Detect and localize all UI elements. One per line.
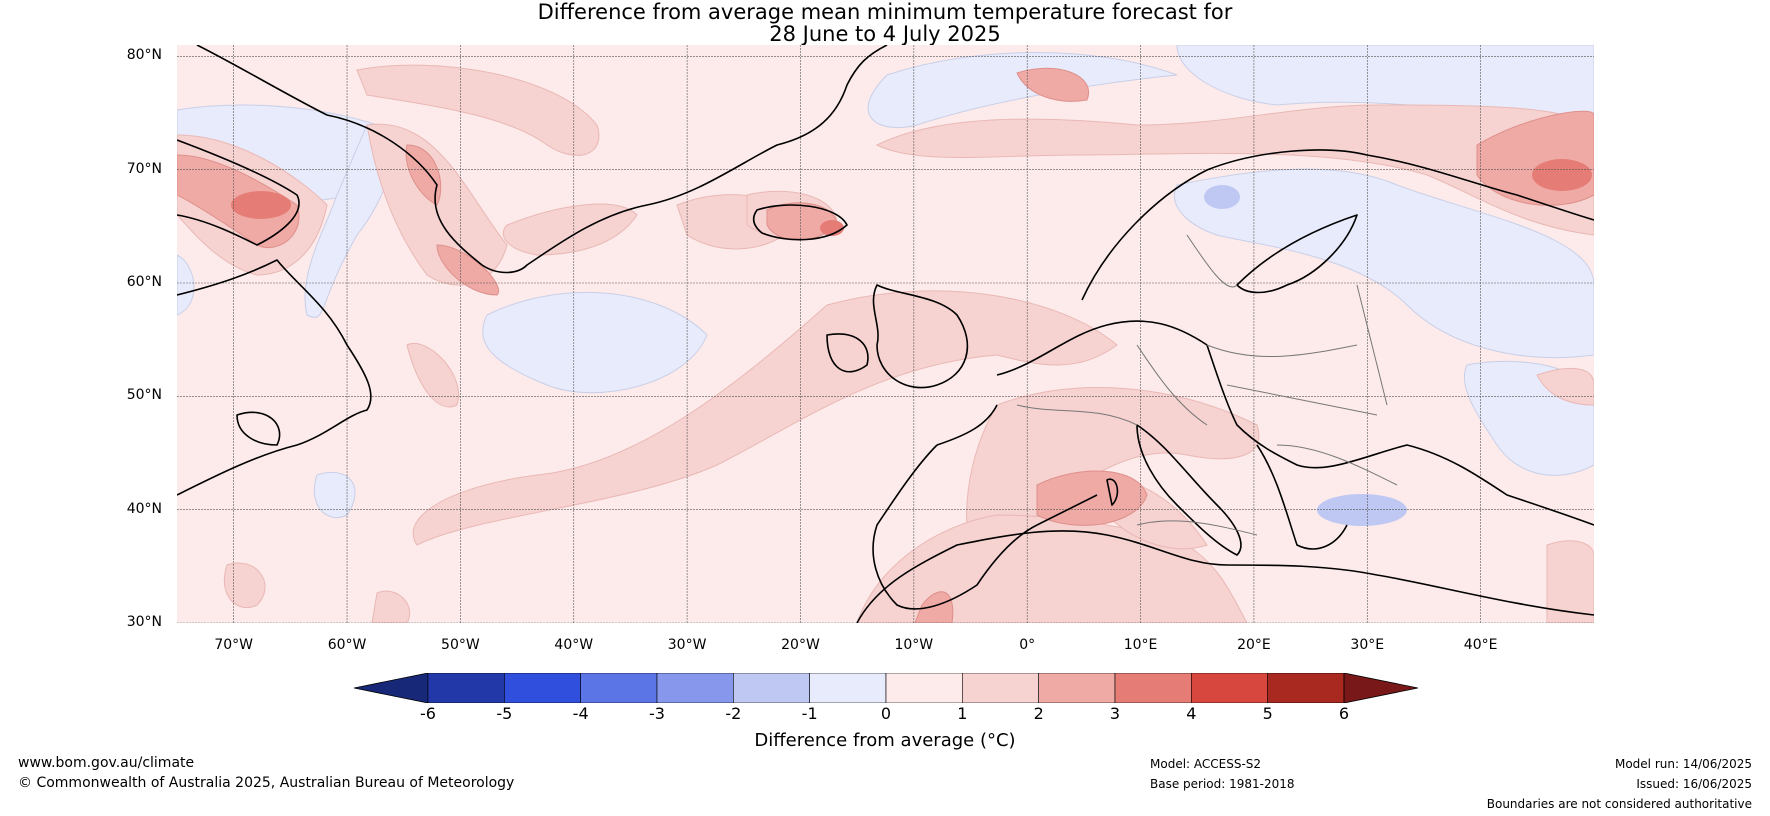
colorbar-segment [1038, 673, 1116, 703]
longitude-label: 20°E [1237, 637, 1271, 653]
colorbar-segment [1267, 673, 1345, 703]
footer-model-run: Model run: 14/06/2025 [1614, 757, 1752, 771]
latitude-label: 70°N [126, 160, 162, 177]
colorbar-segment [656, 673, 734, 703]
warm-anomaly-strongest [231, 159, 1592, 236]
footer-disclaimer: Boundaries are not considered authoritat… [1486, 797, 1752, 811]
longitude-label: 10°E [1123, 637, 1158, 653]
country-borders [1016, 234, 1398, 536]
colorbar-segment [1191, 673, 1268, 703]
colorbar-segment [427, 673, 505, 703]
latitude-label: 60°N [126, 274, 162, 290]
colorbar-segment [809, 673, 887, 703]
longitude-label: 60°W [327, 637, 367, 653]
longitude-label: 30°E [1350, 637, 1385, 653]
latitude-label: 30°N [126, 614, 162, 630]
longitude-label: 70°W [214, 637, 253, 653]
map-title-line-1: Difference from average mean minimum tem… [537, 0, 1233, 24]
colorbar-tick-label: -2 [725, 704, 742, 723]
colorbar-tick-label: 0 [880, 704, 892, 723]
map-canvas [177, 45, 1594, 623]
colorbar [354, 673, 1418, 703]
coastlines [177, 45, 1594, 623]
colorbar-segment [962, 673, 1039, 703]
longitude-label: 20°W [781, 637, 820, 653]
colorbar-segment [504, 673, 581, 703]
graticule [177, 45, 1594, 623]
colorbar-tick-label: -1 [801, 704, 818, 723]
colorbar-segment [1114, 673, 1192, 703]
colorbar-tick-label: 5 [1262, 704, 1273, 723]
colorbar-tick-label: 1 [957, 704, 968, 723]
colorbar-segment [885, 673, 963, 703]
colorbar-tick-label: 4 [1186, 704, 1197, 723]
cool-anomaly-strong [1204, 185, 1407, 526]
colorbar-tick-label: -4 [572, 704, 589, 723]
colorbar-tick-label: 2 [1033, 704, 1044, 723]
latitude-label: 40°N [126, 500, 162, 517]
longitude-label: 40°W [554, 637, 594, 653]
longitude-label: 10°W [894, 637, 934, 653]
cool-anomaly-regions [177, 45, 1594, 623]
colorbar-segment [733, 673, 810, 703]
warm-anomaly-regions [177, 64, 1594, 623]
colorbar-tick-label: 3 [1109, 704, 1121, 723]
colorbar-tick-label: -6 [420, 704, 436, 723]
footer-copyright: © Commonwealth of Australia 2025, Austra… [18, 775, 515, 791]
latitude-label: 50°N [126, 387, 162, 404]
longitude-label: 40°E [1463, 637, 1498, 653]
footer-model: Model: ACCESS-S2 [1150, 757, 1262, 771]
colorbar-tick-label: -3 [649, 704, 665, 723]
footer-issued: Issued: 16/06/2025 [1636, 777, 1752, 791]
colorbar-tick-label: 6 [1338, 704, 1350, 723]
map-panel [177, 45, 1594, 623]
colorbar-tick-label: -5 [496, 704, 513, 723]
footer-url: www.bom.gov.au/climate [18, 755, 195, 771]
colorbar-segment [580, 673, 658, 703]
colorbar-high-extend [1343, 673, 1418, 703]
colorbar-label: Difference from average (°C) [754, 730, 1016, 751]
longitude-label: 30°W [667, 637, 707, 653]
longitude-label: 50°W [441, 637, 480, 653]
latitude-label: 80°N [126, 47, 162, 64]
longitude-label: 0° [1019, 637, 1036, 653]
map-title-line-2: 28 June to 4 July 2025 [769, 22, 1001, 46]
colorbar-low-extend [354, 673, 429, 703]
footer-base-period: Base period: 1981-2018 [1150, 777, 1295, 791]
